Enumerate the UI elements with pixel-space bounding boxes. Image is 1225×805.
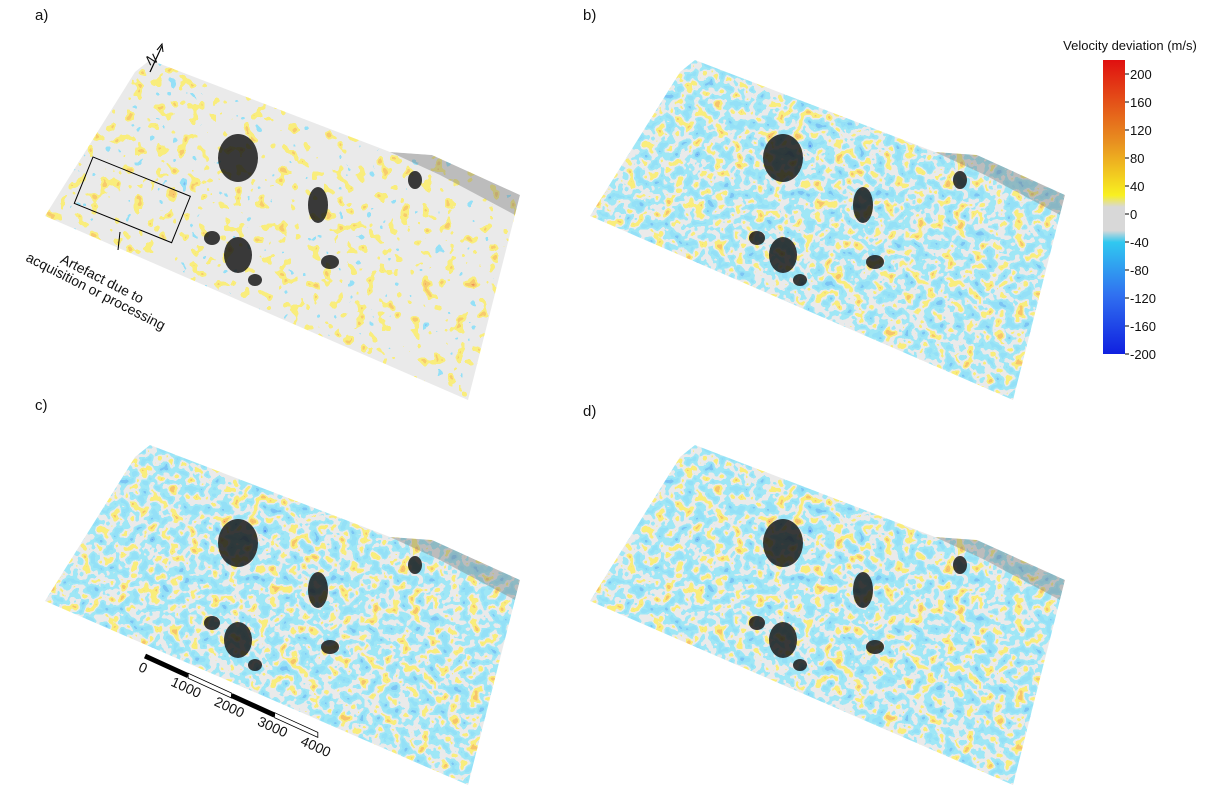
- panel-label: b): [583, 7, 596, 24]
- crater: [769, 237, 797, 273]
- crater: [308, 572, 328, 608]
- crater: [763, 134, 803, 182]
- crater: [953, 171, 967, 189]
- panel-label: d): [583, 403, 596, 420]
- crater: [248, 659, 262, 671]
- map-texture: [585, 440, 1075, 790]
- map: [40, 55, 530, 405]
- colorbar-tick-label: 40: [1130, 179, 1144, 194]
- map: [585, 440, 1075, 790]
- crater: [408, 556, 422, 574]
- scale-label: 2000: [212, 693, 247, 721]
- crater: [224, 622, 252, 658]
- crater: [793, 274, 807, 286]
- colorbar-tick-label: 120: [1130, 123, 1152, 138]
- crater: [204, 231, 220, 245]
- crater: [224, 237, 252, 273]
- crater: [321, 640, 339, 654]
- crater: [866, 255, 884, 269]
- crater: [866, 640, 884, 654]
- colorbar-tick-label: -200: [1130, 347, 1156, 362]
- colorbar-tick-label: -80: [1130, 263, 1149, 278]
- panel-label: c): [35, 397, 48, 414]
- colorbar-tick-label: 200: [1130, 67, 1152, 82]
- map: [585, 55, 1075, 405]
- crater: [793, 659, 807, 671]
- crater: [408, 171, 422, 189]
- figure: a) b) c) d) N Artefact due toacquisition…: [0, 0, 1225, 800]
- map-texture: [40, 440, 530, 790]
- crater: [769, 622, 797, 658]
- scale-label: 0: [136, 659, 150, 677]
- scale-label: 4000: [298, 733, 333, 761]
- crater: [763, 519, 803, 567]
- map: [40, 440, 530, 790]
- map-texture: [40, 55, 530, 405]
- colorbar: [1103, 60, 1125, 354]
- map-surface: [40, 440, 530, 790]
- crater: [218, 134, 258, 182]
- map-texture: [585, 55, 1075, 405]
- map-surface: [40, 55, 530, 405]
- scale-label: 1000: [169, 673, 204, 701]
- crater: [308, 187, 328, 223]
- crater: [749, 231, 765, 245]
- crater: [953, 556, 967, 574]
- crater: [853, 187, 873, 223]
- crater: [321, 255, 339, 269]
- crater: [218, 519, 258, 567]
- colorbar-title: Velocity deviation (m/s): [1063, 38, 1197, 53]
- panel-label: a): [35, 7, 48, 24]
- colorbar-tick-label: 0: [1130, 207, 1137, 222]
- crater: [749, 616, 765, 630]
- crater: [204, 616, 220, 630]
- map-surface: [585, 440, 1075, 790]
- colorbar-tick-label: 160: [1130, 95, 1152, 110]
- colorbar-tick-label: -40: [1130, 235, 1149, 250]
- colorbar-tick-label: -160: [1130, 319, 1156, 334]
- map-surface: [585, 55, 1075, 405]
- scale-label: 3000: [255, 713, 290, 741]
- crater: [248, 274, 262, 286]
- colorbar-tick-label: 80: [1130, 151, 1144, 166]
- crater: [853, 572, 873, 608]
- colorbar-ticks: 200 160 120 80 40 0 -40 -80 -120 -160 -200: [1125, 67, 1156, 362]
- colorbar-tick-label: -120: [1130, 291, 1156, 306]
